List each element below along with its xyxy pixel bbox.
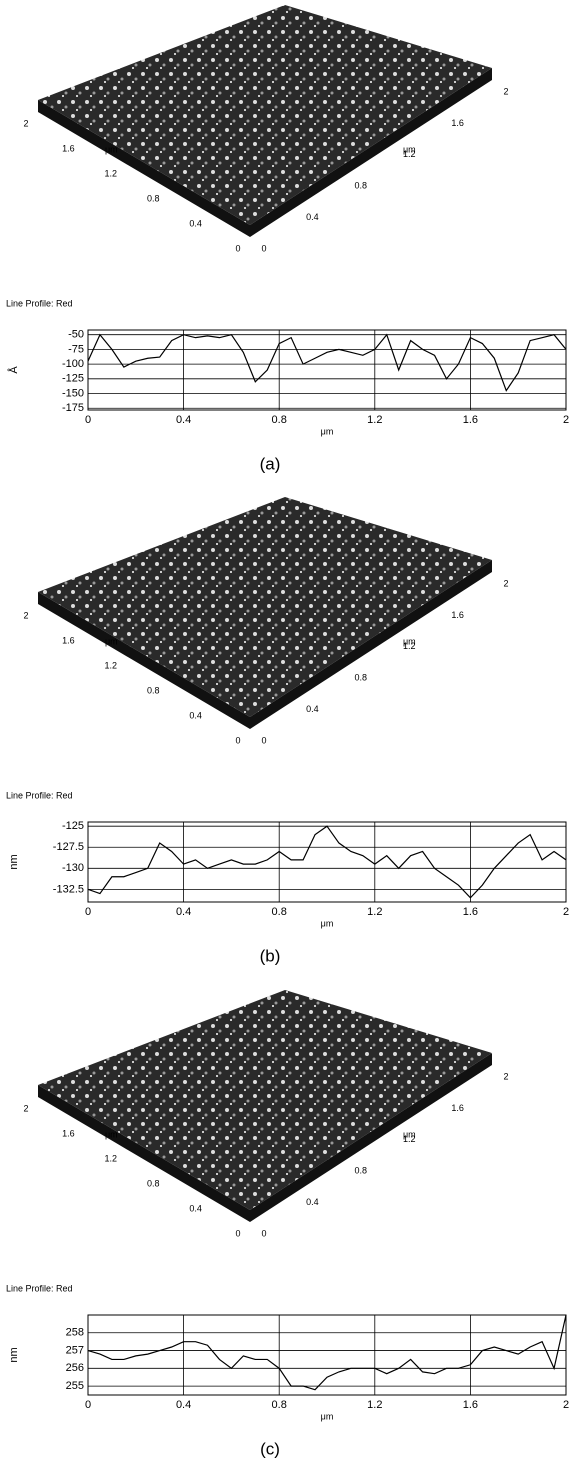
surface-image xyxy=(38,497,492,717)
surface-tick-label: 0.8 xyxy=(355,1166,368,1176)
surface-tick-label: 1.6 xyxy=(62,1128,75,1138)
y-tick-label: 255 xyxy=(66,1380,84,1392)
surface-unit: μm xyxy=(105,636,118,646)
y-tick-label: 256 xyxy=(66,1362,84,1374)
y-axis-label: Å xyxy=(7,366,20,374)
surface-tick-label: 0.8 xyxy=(147,193,160,203)
surface-tick-label: 1.6 xyxy=(62,143,75,153)
x-tick-label: 1.2 xyxy=(367,1399,382,1411)
x-tick-label: 0.4 xyxy=(176,906,191,918)
x-tick-label: 0.8 xyxy=(272,1399,287,1411)
surface-image xyxy=(38,5,492,225)
surface-unit: μm xyxy=(105,1129,118,1139)
surface-tick-label: 0.4 xyxy=(189,218,202,228)
surface-tick-label: 0 xyxy=(235,1228,240,1238)
x-tick-label: 0 xyxy=(85,906,91,918)
x-axis-label: μm xyxy=(321,918,334,928)
x-axis-label: μm xyxy=(321,1411,334,1421)
x-tick-label: 1.2 xyxy=(367,906,382,918)
surface-tick-label: 0.8 xyxy=(355,181,368,191)
surface-tick-label: 0.4 xyxy=(306,212,319,222)
x-tick-label: 0.8 xyxy=(272,906,287,918)
chart-title: Line Profile: Red xyxy=(6,298,73,308)
x-tick-label: 0.4 xyxy=(176,1399,191,1411)
surface-tick-label: 1.6 xyxy=(62,635,75,645)
surface-tick-label: 1.2 xyxy=(403,1134,416,1144)
plot-frame xyxy=(87,821,567,903)
x-tick-label: 2 xyxy=(563,906,569,918)
surface-tick-label: 0.8 xyxy=(355,673,368,683)
surface-tick-label: 0.8 xyxy=(147,1178,160,1188)
surface-tick-label: 1.6 xyxy=(451,1103,464,1113)
plot-frame xyxy=(87,329,567,411)
y-tick-label: 258 xyxy=(66,1327,84,1339)
chart-title: Line Profile: Red xyxy=(6,790,73,800)
surface-tick-label: 2 xyxy=(23,118,28,128)
y-tick-label: -132.5 xyxy=(53,883,84,895)
x-tick-label: 0.8 xyxy=(272,414,287,426)
x-tick-label: 2 xyxy=(563,1399,569,1411)
y-tick-label: -125 xyxy=(62,820,84,832)
y-tick-label: -127.5 xyxy=(53,841,84,853)
surface-unit: μm xyxy=(403,636,416,646)
surface-tick-label: 0 xyxy=(235,243,240,253)
y-axis-label: nm xyxy=(8,1347,20,1362)
y-axis-label: nm xyxy=(8,854,20,869)
caption: (a) xyxy=(260,454,281,473)
x-tick-label: 0 xyxy=(85,414,91,426)
surface-tick-label: 0.8 xyxy=(147,685,160,695)
y-tick-label: -150 xyxy=(62,387,84,399)
x-tick-label: 1.2 xyxy=(367,414,382,426)
surface-unit: μm xyxy=(403,144,416,154)
surface-tick-label: 0 xyxy=(261,735,266,745)
surface-tick-label: 2 xyxy=(503,1071,508,1081)
x-axis-label: μm xyxy=(321,426,334,436)
surface-tick-label: 0.4 xyxy=(306,1197,319,1207)
surface-tick-label: 0 xyxy=(235,735,240,745)
x-tick-label: 0.4 xyxy=(176,414,191,426)
chart-title: Line Profile: Red xyxy=(6,1283,73,1293)
y-tick-label: 257 xyxy=(66,1344,84,1356)
surface-tick-label: 2 xyxy=(23,610,28,620)
surface-tick-label: 1.2 xyxy=(105,168,118,178)
surface-unit: μm xyxy=(105,144,118,154)
surface-tick-label: 1.2 xyxy=(403,149,416,159)
y-tick-label: -100 xyxy=(62,358,84,370)
profile-line xyxy=(87,825,567,899)
surface-tick-label: 1.2 xyxy=(105,660,118,670)
caption: (b) xyxy=(260,946,281,965)
surface-tick-label: 0 xyxy=(261,1228,266,1238)
surface-unit: μm xyxy=(403,1129,416,1139)
profile-line xyxy=(87,1314,567,1391)
plot-frame xyxy=(87,1314,567,1396)
surface-tick-label: 1.6 xyxy=(451,118,464,128)
surface-tick-label: 2 xyxy=(503,86,508,96)
surface-tick-label: 2 xyxy=(503,578,508,588)
surface-tick-label: 0.4 xyxy=(189,1203,202,1213)
y-tick-label: -50 xyxy=(68,329,84,341)
profile-line xyxy=(87,333,567,392)
surface-tick-label: 1.6 xyxy=(451,610,464,620)
x-tick-label: 2 xyxy=(563,414,569,426)
surface-tick-label: 0.4 xyxy=(189,710,202,720)
x-tick-label: 1.6 xyxy=(463,906,478,918)
x-tick-label: 1.6 xyxy=(463,1399,478,1411)
y-tick-label: -175 xyxy=(62,402,84,414)
surface-tick-label: 1.2 xyxy=(403,641,416,651)
surface-tick-label: 1.2 xyxy=(105,1153,118,1163)
caption: (c) xyxy=(260,1439,280,1458)
y-tick-label: -125 xyxy=(62,373,84,385)
x-tick-label: 0 xyxy=(85,1399,91,1411)
surface-tick-label: 2 xyxy=(23,1103,28,1113)
surface-tick-label: 0 xyxy=(261,243,266,253)
x-tick-label: 1.6 xyxy=(463,414,478,426)
y-tick-label: -75 xyxy=(68,343,84,355)
y-tick-label: -130 xyxy=(62,862,84,874)
surface-image xyxy=(38,990,492,1210)
surface-tick-label: 0.4 xyxy=(306,704,319,714)
